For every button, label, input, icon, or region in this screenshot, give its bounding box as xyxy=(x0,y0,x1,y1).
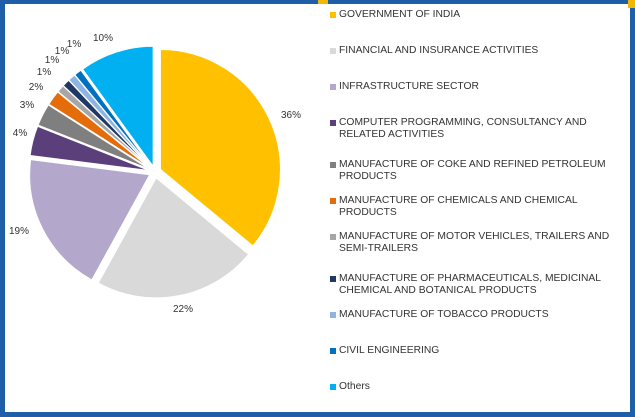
pie-slice-11 xyxy=(81,45,154,168)
legend-label: INFRASTRUCTURE SECTOR xyxy=(339,81,479,92)
slice-label-1: 36% xyxy=(281,110,301,121)
pie-slice-1 xyxy=(159,48,281,247)
legend-item: MANUFACTURE OF CHEMICALS AND CHEMICAL PR… xyxy=(330,195,630,219)
pie-slice-5 xyxy=(37,104,150,170)
slice-label-8: 1% xyxy=(45,55,60,66)
legend-item: Others xyxy=(330,381,630,393)
legend-item: MANUFACTURE OF PHARMACEUTICALS, MEDICINA… xyxy=(330,273,630,297)
legend-label: MANUFACTURE OF COKE AND REFINED PETROLEU… xyxy=(339,159,606,182)
slice-label-11: 10% xyxy=(93,33,113,44)
slice-label-5: 3% xyxy=(20,100,35,111)
pie-slice-10 xyxy=(74,69,152,168)
slice-label-4: 4% xyxy=(13,128,28,139)
legend-item: COMPUTER PROGRAMMING, CONSULTANCY AND RE… xyxy=(330,117,630,141)
legend-label: MANUFACTURE OF PHARMACEUTICALS, MEDICINA… xyxy=(339,273,601,296)
slice-label-7: 1% xyxy=(37,67,52,78)
slice-label-2: 22% xyxy=(173,304,193,315)
pie-slice-4 xyxy=(29,125,150,172)
legend-label: Others xyxy=(339,381,370,392)
legend-swatch xyxy=(330,198,336,204)
pie-slice-2 xyxy=(97,177,250,299)
top-accent xyxy=(318,0,328,4)
legend-label: FINANCIAL AND INSURANCE ACTIVITIES xyxy=(339,45,539,56)
legend-item: GOVERNMENT OF INDIA xyxy=(330,9,630,21)
legend-item: MANUFACTURE OF MOTOR VEHICLES, TRAILERS … xyxy=(330,231,630,255)
slice-label-6: 2% xyxy=(29,82,44,93)
legend-label: MANUFACTURE OF MOTOR VEHICLES, TRAILERS … xyxy=(339,231,610,254)
pie-slice-6 xyxy=(48,91,151,169)
legend-item: MANUFACTURE OF TOBACCO PRODUCTS xyxy=(330,309,630,321)
legend-item: FINANCIAL AND INSURANCE ACTIVITIES xyxy=(330,45,630,57)
corner-accent xyxy=(628,0,635,8)
slice-label-9: 1% xyxy=(55,46,70,57)
legend-label: MANUFACTURE OF TOBACCO PRODUCTS xyxy=(339,309,549,320)
legend-label: GOVERNMENT OF INDIA xyxy=(339,9,461,20)
legend-swatch xyxy=(330,312,336,318)
legend-item: INFRASTRUCTURE SECTOR xyxy=(330,81,630,93)
legend-swatch xyxy=(330,276,336,282)
top-border xyxy=(0,0,635,4)
legend-swatch xyxy=(330,120,336,126)
legend-swatch xyxy=(330,48,336,54)
pie-chart: 36%22%19%4%3%2%1%1%1%1%10% xyxy=(9,33,301,315)
legend-label: CIVIL ENGINEERING xyxy=(339,345,440,356)
legend-swatch xyxy=(330,384,336,390)
pie-slice-3 xyxy=(29,159,151,281)
slice-label-10: 1% xyxy=(67,39,82,50)
legend-swatch xyxy=(330,12,336,18)
legend-swatch xyxy=(330,84,336,90)
slice-label-3: 19% xyxy=(9,226,29,237)
legend-item: CIVIL ENGINEERING xyxy=(330,345,630,357)
legend-label: COMPUTER PROGRAMMING, CONSULTANCY AND RE… xyxy=(339,117,587,140)
legend-label: MANUFACTURE OF CHEMICALS AND CHEMICAL PR… xyxy=(339,195,578,218)
legend-swatch xyxy=(330,162,336,168)
legend-swatch xyxy=(330,234,336,240)
legend-swatch xyxy=(330,348,336,354)
legend-item: MANUFACTURE OF COKE AND REFINED PETROLEU… xyxy=(330,159,630,183)
